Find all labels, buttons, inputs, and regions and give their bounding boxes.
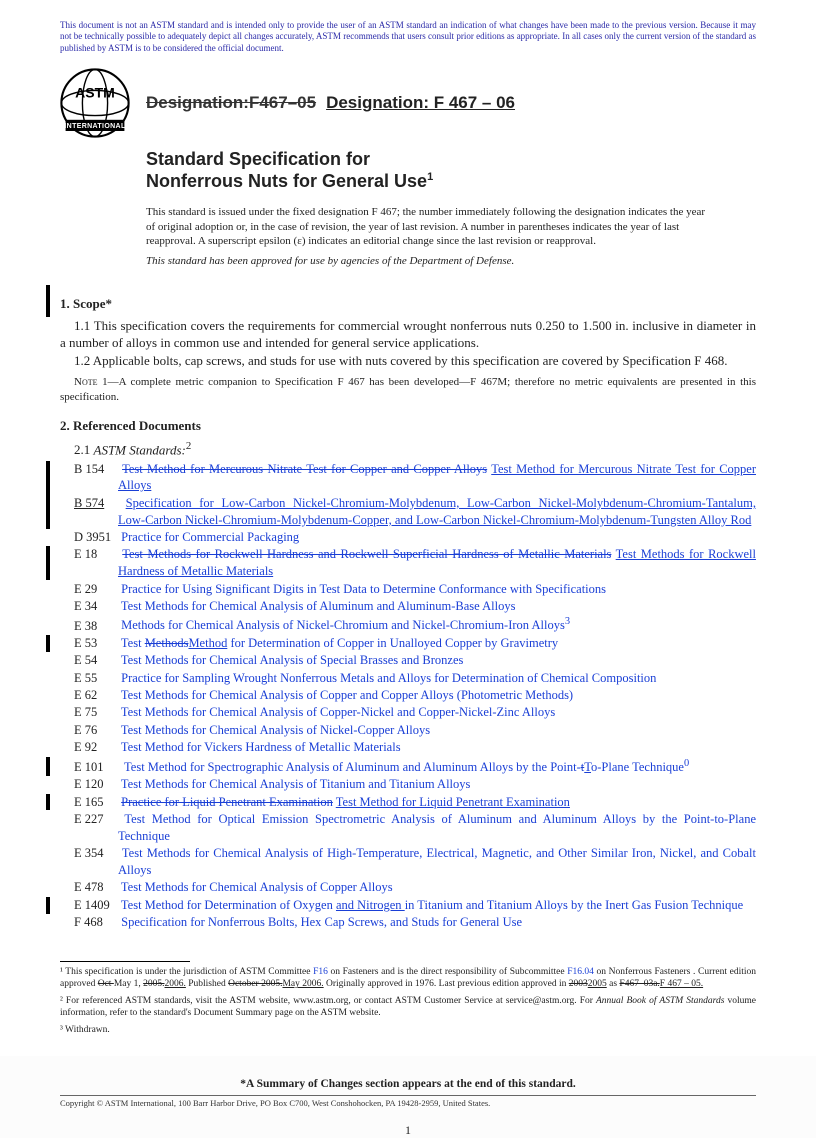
ref-e34-link[interactable]: Test Methods for Chemical Analysis of Al… — [121, 599, 516, 613]
ref-e29: E 29 Practice for Using Significant Digi… — [60, 581, 756, 598]
ref-e62-link[interactable]: Test Methods for Chemical Analysis of Co… — [121, 688, 573, 702]
fn1-link-f1604[interactable]: F16.04 — [567, 967, 594, 977]
ref-e1409: E 1409 Test Method for Determination of … — [60, 897, 756, 914]
footnote-1: ¹ This specification is under the jurisd… — [60, 966, 756, 991]
title-block: Standard Specification for Nonferrous Nu… — [146, 148, 756, 268]
header-row: ASTM INTERNATIONAL Designation:F467–05 D… — [60, 68, 756, 138]
ref-e478: E 478 Test Methods for Chemical Analysis… — [60, 879, 756, 896]
ref-e34: E 34 Test Methods for Chemical Analysis … — [60, 598, 756, 615]
ref-e478-link[interactable]: Test Methods for Chemical Analysis of Co… — [121, 880, 393, 894]
scope-head: 1. Scope* — [60, 295, 756, 313]
ref-e227: E 227 Test Method for Optical Emission S… — [60, 811, 756, 845]
ref-e101-link[interactable]: Test Method for Spectrographic Analysis … — [124, 760, 684, 774]
ref-e75-link[interactable]: Test Methods for Chemical Analysis of Co… — [121, 705, 555, 719]
title-footnote-ref: 1 — [427, 171, 433, 183]
ref-e120-link[interactable]: Test Methods for Chemical Analysis of Ti… — [121, 777, 471, 791]
ref-e120: E 120 Test Methods for Chemical Analysis… — [60, 776, 756, 793]
refs-intro: 2.1 ASTM Standards:2 — [60, 439, 756, 459]
footnote-3: ³ Withdrawn. — [60, 1024, 110, 1036]
scope-section: 1. Scope* — [60, 285, 756, 317]
ref-e54: E 54 Test Methods for Chemical Analysis … — [60, 652, 756, 669]
refs-head: 2. Referenced Documents — [60, 417, 756, 435]
designation: Designation:F467–05 Designation: F 467 –… — [146, 93, 515, 113]
spec-title: Standard Specification for Nonferrous Nu… — [146, 148, 756, 193]
ref-e75: E 75 Test Methods for Chemical Analysis … — [60, 704, 756, 721]
ref-e76: E 76 Test Methods for Chemical Analysis … — [60, 722, 756, 739]
ref-e165-new-link[interactable]: Test Method for Liquid Penetrant Examina… — [336, 795, 570, 809]
scope-note1: Note 1—A complete metric companion to Sp… — [60, 375, 756, 405]
fn1-link-f16[interactable]: F16 — [313, 967, 328, 977]
copyright: Copyright © ASTM International, 100 Barr… — [60, 1095, 756, 1109]
ref-b574: B 574 Specification for Low-Carbon Nicke… — [60, 495, 756, 529]
footnote-2: ² For referenced ASTM standards, visit t… — [60, 995, 756, 1020]
title-line-1: Standard Specification for — [146, 149, 370, 169]
ref-e38-link[interactable]: Methods for Chemical Analysis of Nickel-… — [121, 619, 565, 633]
designation-new: Designation: F 467 – 06 — [326, 93, 515, 113]
ref-e92-link[interactable]: Test Method for Vickers Hardness of Meta… — [121, 740, 401, 754]
ref-e354: E 354 Test Methods for Chemical Analysis… — [60, 845, 756, 879]
ref-e53-link[interactable]: Test MethodsMethod for Determination of … — [121, 636, 558, 650]
ref-d3951: D 3951 Practice for Commercial Packaging — [60, 529, 756, 546]
designation-old: Designation:F467–05 — [146, 93, 316, 113]
ref-e55-link[interactable]: Practice for Sampling Wrought Nonferrous… — [121, 671, 656, 685]
title-line-2: Nonferrous Nuts for General Use — [146, 171, 427, 191]
scope-12: 1.2 Applicable bolts, cap screws, and st… — [60, 352, 756, 370]
ref-f468-link[interactable]: Specification for Nonferrous Bolts, Hex … — [121, 915, 522, 929]
ref-b154: B 154 Test Method for Mercurous Nitrate … — [60, 461, 756, 495]
ref-e18: E 18 Test Methods for Rockwell Hardness … — [60, 546, 756, 580]
ref-e76-link[interactable]: Test Methods for Chemical Analysis of Ni… — [121, 723, 430, 737]
disclaimer-text: This document is not an ASTM standard an… — [60, 20, 756, 54]
ref-e227-link[interactable]: Test Method for Optical Emission Spectro… — [118, 812, 756, 843]
ref-e165-old-link[interactable]: Practice for Liquid Penetrant Examinatio… — [121, 795, 333, 809]
astm-logo: ASTM INTERNATIONAL — [60, 68, 130, 138]
ref-e54-link[interactable]: Test Methods for Chemical Analysis of Sp… — [121, 653, 463, 667]
ref-e101: E 101 Test Method for Spectrographic Ana… — [60, 757, 756, 776]
ref-b574-link[interactable]: Specification for Low-Carbon Nickel-Chro… — [118, 496, 756, 527]
ref-e165: E 165 Practice for Liquid Penetrant Exam… — [60, 794, 756, 811]
page: This document is not an ASTM standard an… — [0, 0, 816, 1056]
ref-b154-old-link[interactable]: Test Method for Mercurous Nitrate Test f… — [122, 462, 487, 476]
page-number: 1 — [60, 1122, 756, 1138]
scope-11: 1.1 This specification covers the requir… — [60, 317, 756, 352]
ref-e53: E 53 Test MethodsMethod for Determinatio… — [60, 635, 756, 652]
ref-e29-link[interactable]: Practice for Using Significant Digits in… — [121, 582, 606, 596]
footnote-rule — [60, 961, 190, 962]
ref-e38: E 38 Methods for Chemical Analysis of Ni… — [60, 615, 756, 634]
references-list: B 154 Test Method for Mercurous Nitrate … — [60, 461, 756, 931]
ref-e354-link[interactable]: Test Methods for Chemical Analysis of Hi… — [118, 846, 756, 877]
ref-e55: E 55 Practice for Sampling Wrought Nonfe… — [60, 670, 756, 687]
svg-text:INTERNATIONAL: INTERNATIONAL — [64, 123, 126, 130]
body: 1. Scope* 1.1 This specification covers … — [60, 285, 756, 1138]
ref-d3951-link[interactable]: Practice for Commercial Packaging — [121, 530, 299, 544]
ref-e18-old-link[interactable]: Test Methods for Rockwell Hardness and R… — [122, 547, 611, 561]
dod-note: This standard has been approved for use … — [146, 255, 756, 267]
ref-e92: E 92 Test Method for Vickers Hardness of… — [60, 739, 756, 756]
svg-text:ASTM: ASTM — [75, 84, 115, 100]
ref-e1409-link[interactable]: Test Method for Determination of Oxygen … — [121, 898, 743, 912]
change-bar — [46, 285, 50, 317]
ref-e62: E 62 Test Methods for Chemical Analysis … — [60, 687, 756, 704]
ref-f468: F 468 Specification for Nonferrous Bolts… — [60, 914, 756, 931]
summary-note: *A Summary of Changes section appears at… — [60, 1077, 756, 1093]
issuance-note: This standard is issued under the fixed … — [146, 205, 756, 250]
